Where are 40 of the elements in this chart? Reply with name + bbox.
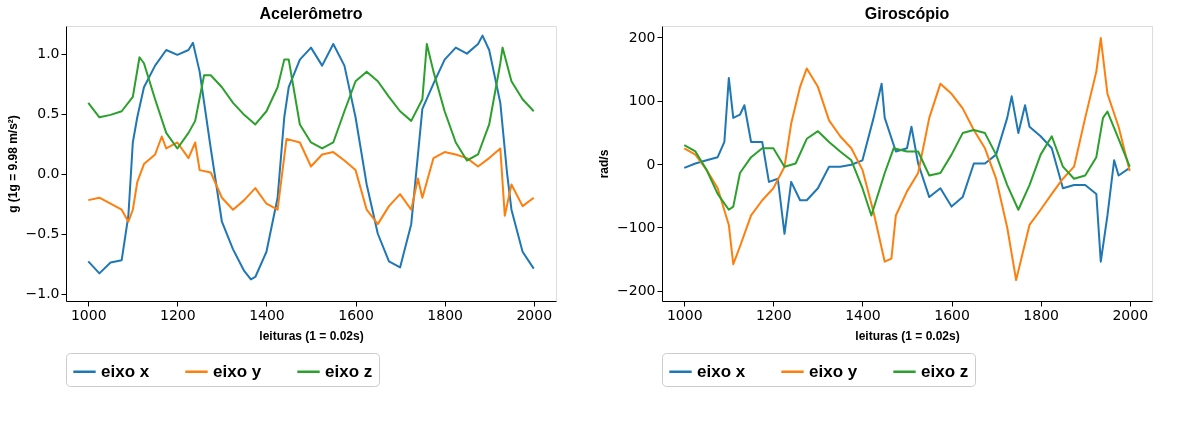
chart-title: Acelerômetro (259, 5, 363, 22)
line-series (683, 110, 1131, 217)
x-tick-label: 1600 (338, 306, 374, 323)
legend-label: eixo z (921, 361, 969, 381)
x-tick-label: 1600 (934, 306, 970, 323)
y-tick-label: −0.5 (25, 225, 60, 242)
chart-title: Giroscópio (864, 5, 950, 22)
y-tick-label: 100 (628, 92, 656, 109)
line-series (87, 43, 535, 162)
y-tick-label: 1.0 (37, 45, 60, 62)
x-tick-label: 1000 (666, 306, 703, 323)
x-tick-label: 2000 (1112, 306, 1149, 323)
y-tick-label: 200 (628, 28, 656, 45)
legend-label: eixo x (101, 361, 150, 381)
y-tick-label: 0.5 (37, 105, 60, 122)
x-tick-label: 1000 (70, 306, 107, 323)
y-tick-label: −100 (617, 219, 656, 235)
legend-label: eixo y (213, 361, 262, 381)
y-tick-label: −200 (617, 282, 656, 299)
legend-label: eixo x (697, 361, 746, 381)
x-axis-title: leituras (1 = 0.02s) (259, 328, 364, 343)
x-tick-label: 1800 (1023, 306, 1059, 323)
y-axis-title: g (1g = 9.98 m/s²) (5, 115, 20, 213)
x-tick-label: 1400 (845, 306, 881, 323)
x-axis-title: leituras (1 = 0.02s) (855, 328, 960, 343)
y-axis-title: rad/s (597, 149, 612, 179)
y-tick-label: 0 (646, 155, 656, 172)
legend-label: eixo y (809, 361, 858, 381)
x-tick-label: 1200 (160, 306, 196, 323)
y-tick-label: 0.0 (37, 165, 60, 182)
y-tick-label: −1.0 (25, 285, 60, 302)
x-tick-label: 2000 (516, 306, 553, 323)
x-tick-label: 1200 (756, 306, 792, 323)
line-series (87, 34, 535, 281)
line-series (683, 37, 1131, 282)
x-tick-label: 1400 (249, 306, 285, 323)
line-series (87, 135, 535, 226)
legend-label: eixo z (325, 361, 373, 381)
line-series (683, 76, 1131, 263)
x-tick-label: 1800 (427, 306, 463, 323)
